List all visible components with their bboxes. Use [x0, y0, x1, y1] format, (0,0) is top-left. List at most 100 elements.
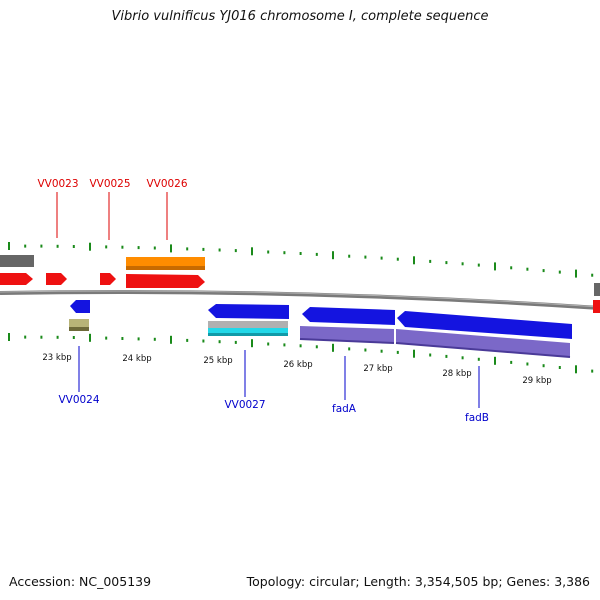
lower-minor-tick — [202, 339, 205, 343]
accession-text: Accession: NC_005139 — [9, 574, 152, 589]
lower-minor-tick — [218, 340, 221, 344]
cds-red-right[interactable] — [593, 300, 600, 313]
upper-minor-tick — [137, 246, 140, 250]
scale-label-23kbp: 23 kbp — [42, 353, 71, 363]
lower-minor-tick — [186, 338, 189, 342]
scale-label-25kbp: 25 kbp — [203, 356, 232, 366]
gene-bar-gray-left[interactable] — [0, 255, 34, 267]
cds-arrow-red-vv0026[interactable] — [126, 274, 205, 288]
upper-minor-tick — [299, 252, 302, 255]
upper-minor-tick — [380, 256, 383, 260]
upper-minor-tick — [429, 259, 432, 263]
gene-label-vv0024[interactable]: VV0024 — [58, 394, 99, 406]
gene-label-vv0026[interactable]: VV0026 — [146, 178, 187, 190]
lower-minor-tick — [461, 356, 464, 360]
lower-major-tick — [170, 335, 172, 344]
upper-minor-tick — [56, 244, 59, 248]
upper-minor-tick — [121, 245, 124, 249]
lower-minor-tick — [348, 347, 351, 351]
purple-bar-underline-fadb — [395, 342, 571, 358]
gene-bar-khaki-vv0024-shade — [69, 327, 89, 331]
upper-major-tick — [413, 256, 415, 265]
lower-minor-tick — [283, 343, 286, 347]
gene-label-fada[interactable]: fadA — [332, 403, 357, 415]
lower-minor-tick — [72, 336, 75, 339]
upper-minor-tick — [396, 257, 399, 261]
upper-major-tick — [332, 251, 334, 260]
lower-major-tick — [413, 349, 415, 358]
lower-major-tick — [89, 333, 91, 342]
lower-minor-tick — [542, 364, 545, 368]
upper-minor-tick — [267, 250, 270, 254]
cds-arrow-red-vv0025[interactable] — [100, 273, 116, 285]
cds-arrow-red-vv0023[interactable] — [46, 273, 67, 285]
upper-minor-tick — [477, 263, 480, 267]
lower-minor-tick — [558, 366, 561, 369]
upper-minor-tick — [72, 245, 75, 248]
gene-bar-purple-fadb[interactable] — [396, 329, 570, 357]
lower-minor-tick — [153, 337, 156, 341]
gene-label-vv0025[interactable]: VV0025 — [89, 178, 130, 190]
upper-minor-tick — [283, 251, 286, 255]
lower-minor-tick — [315, 345, 318, 349]
lower-major-tick — [575, 365, 577, 374]
upper-minor-tick — [542, 269, 545, 273]
lower-minor-tick — [510, 360, 513, 364]
purple-bar-underline-fada — [299, 338, 395, 344]
upper-minor-tick — [526, 267, 529, 271]
upper-tick-row — [8, 242, 594, 278]
scale-label-27kbp: 27 kbp — [363, 364, 392, 374]
lower-minor-tick — [526, 362, 529, 366]
lower-major-tick — [332, 343, 334, 352]
gene-bar-purple-fada[interactable] — [300, 326, 394, 343]
genome-summary-text: Topology: circular; Length: 3,354,505 bp… — [246, 574, 590, 589]
scale-label-26kbp: 26 kbp — [283, 360, 312, 370]
upper-major-tick — [575, 269, 577, 278]
lower-major-tick — [251, 339, 253, 348]
lower-minor-tick — [477, 357, 480, 361]
upper-minor-tick — [105, 245, 108, 249]
upper-major-tick — [170, 244, 172, 253]
upper-minor-tick — [218, 248, 221, 252]
upper-minor-tick — [40, 244, 43, 248]
cds-arrow-red-0[interactable] — [0, 273, 33, 285]
cds-arrow-blue-fadb[interactable] — [397, 311, 572, 339]
upper-minor-tick — [315, 252, 318, 256]
upper-minor-tick — [24, 244, 27, 248]
upper-major-tick — [494, 262, 496, 271]
upper-minor-tick — [202, 247, 205, 251]
upper-major-tick — [251, 247, 253, 256]
lower-minor-tick — [380, 349, 383, 353]
chromosome-backbone-highlight — [0, 290, 600, 308]
lower-minor-tick — [591, 369, 594, 373]
gene-bar-orange-vv0026-shade — [126, 266, 205, 270]
scale-label-24kbp: 24 kbp — [122, 354, 151, 364]
cds-arrow-blue-vv0027[interactable] — [208, 304, 289, 319]
gene-label-vv0027[interactable]: VV0027 — [224, 399, 265, 411]
gene-bar-gray-right[interactable] — [594, 283, 600, 296]
upper-minor-tick — [591, 273, 594, 277]
lower-minor-tick — [364, 348, 367, 352]
lower-minor-tick — [24, 335, 27, 339]
upper-minor-tick — [153, 246, 156, 250]
cds-arrow-blue-vv0024[interactable] — [70, 300, 90, 313]
upper-major-tick — [8, 242, 10, 250]
upper-major-tick — [89, 242, 91, 251]
lower-minor-tick — [299, 344, 302, 348]
gene-bar-gray-vv0027[interactable] — [208, 321, 288, 329]
gene-label-fadb[interactable]: fadB — [465, 412, 489, 424]
upper-minor-tick — [510, 266, 513, 270]
upper-minor-tick — [445, 261, 448, 265]
gene-bar-cyan-vv0027[interactable] — [208, 328, 288, 336]
lower-minor-tick — [234, 340, 237, 344]
upper-minor-tick — [348, 254, 351, 258]
lower-minor-tick — [56, 335, 59, 339]
cds-arrow-blue-fada[interactable] — [302, 307, 395, 325]
lower-tick-row — [8, 333, 594, 374]
scale-label-29kbp: 29 kbp — [522, 376, 551, 386]
lower-minor-tick — [445, 354, 448, 358]
gene-label-vv0023[interactable]: VV0023 — [37, 178, 78, 190]
lower-minor-tick — [267, 342, 270, 346]
gene-bar-cyan-vv0027-shade — [208, 333, 288, 336]
